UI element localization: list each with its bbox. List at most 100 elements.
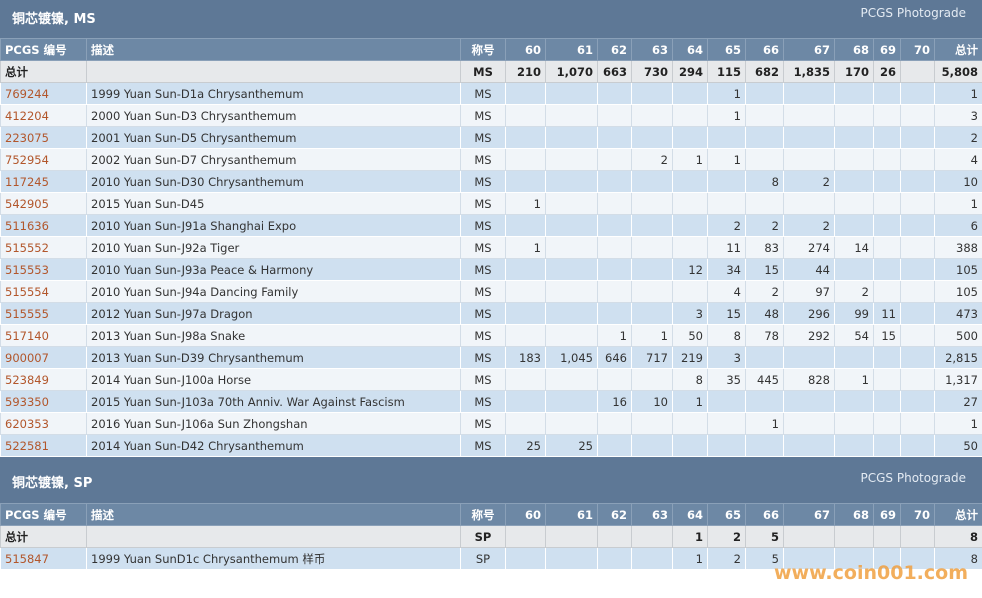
- pcgs-link[interactable]: 511636: [5, 218, 49, 233]
- description: 1999 Yuan SunD1c Chrysanthemum 样币: [86, 547, 461, 570]
- photograde-link[interactable]: PCGS Photograde: [860, 6, 966, 20]
- count: [672, 412, 708, 435]
- pcgs-link[interactable]: 752954: [5, 152, 49, 167]
- cell: 223075: [0, 126, 87, 149]
- pcgs-link[interactable]: 542905: [5, 196, 49, 211]
- data-row: 515847 1999 Yuan SunD1c Chrysanthemum 样币 S…: [0, 547, 982, 570]
- cell: 593350: [0, 390, 87, 413]
- count: [505, 547, 546, 570]
- column-header: 68: [834, 38, 874, 61]
- count: [834, 390, 874, 413]
- pcgs-link[interactable]: 515554: [5, 284, 49, 299]
- count: [707, 390, 746, 413]
- photograde-link[interactable]: PCGS Photograde: [860, 471, 966, 485]
- count: [597, 258, 632, 281]
- count: [597, 434, 632, 457]
- total-count: [834, 525, 874, 548]
- count: 12: [672, 258, 708, 281]
- pcgs-link[interactable]: 593350: [5, 394, 49, 409]
- description: 2010 Yuan Sun-D30 Chrysanthemum: [86, 170, 461, 193]
- pcgs-link[interactable]: 412204: [5, 108, 49, 123]
- count: [900, 148, 935, 171]
- total-count: [900, 60, 935, 83]
- count: [834, 547, 874, 570]
- total-count: [545, 525, 598, 548]
- column-header: PCGS 编号: [0, 38, 87, 61]
- pcgs-link[interactable]: 223075: [5, 130, 49, 145]
- count: [597, 148, 632, 171]
- count: [873, 192, 901, 215]
- column-header: 64: [672, 503, 708, 526]
- cell: 542905: [0, 192, 87, 215]
- data-row: 593350 2015 Yuan Sun-J103a 70th Anniv. Wa…: [0, 390, 982, 413]
- column-header: 66: [745, 38, 784, 61]
- count: [900, 302, 935, 325]
- grade: MS: [460, 434, 506, 457]
- count: [672, 434, 708, 457]
- column-header: 66: [745, 503, 784, 526]
- count: [672, 170, 708, 193]
- row-total: 500: [934, 324, 982, 347]
- pcgs-link[interactable]: 515847: [5, 551, 49, 566]
- count: [834, 258, 874, 281]
- total-row: 总计 SP 1 2 5 8: [0, 525, 982, 548]
- column-header: 60: [505, 503, 546, 526]
- column-header: 63: [631, 503, 673, 526]
- pcgs-link[interactable]: 900007: [5, 350, 49, 365]
- count: 54: [834, 324, 874, 347]
- count: [631, 258, 673, 281]
- total-count: [505, 525, 546, 548]
- pcgs-link[interactable]: 117245: [5, 174, 49, 189]
- row-total: 1: [934, 412, 982, 435]
- count: 296: [783, 302, 835, 325]
- count: [745, 148, 784, 171]
- count: [745, 390, 784, 413]
- pcgs-link[interactable]: 515552: [5, 240, 49, 255]
- column-header: 61: [545, 38, 598, 61]
- count: 1: [672, 547, 708, 570]
- count: [834, 192, 874, 215]
- data-row: 620353 2016 Yuan Sun-J106a Sun Zhongshan M…: [0, 412, 982, 435]
- count: [900, 192, 935, 215]
- count: [545, 236, 598, 259]
- count: 1: [707, 148, 746, 171]
- count: [900, 434, 935, 457]
- pcgs-link[interactable]: 769244: [5, 86, 49, 101]
- count: [873, 412, 901, 435]
- description: 2013 Yuan Sun-D39 Chrysanthemum: [86, 346, 461, 369]
- grade: SP: [460, 547, 506, 570]
- data-row: 515552 2010 Yuan Sun-J92a Tiger MS 1 11 83 274…: [0, 236, 982, 259]
- description: 2010 Yuan Sun-J92a Tiger: [86, 236, 461, 259]
- cell: 515847: [0, 547, 87, 570]
- count: [631, 104, 673, 127]
- count: [631, 434, 673, 457]
- description: 2014 Yuan Sun-J100a Horse: [86, 368, 461, 391]
- total-count: 1,835: [783, 60, 835, 83]
- count: [545, 170, 598, 193]
- pcgs-link[interactable]: 620353: [5, 416, 49, 431]
- count: [545, 390, 598, 413]
- count: 3: [672, 302, 708, 325]
- count: 8: [672, 368, 708, 391]
- count: [505, 82, 546, 105]
- pcgs-link[interactable]: 517140: [5, 328, 49, 343]
- column-header: 称号: [460, 38, 506, 61]
- pcgs-link[interactable]: 515553: [5, 262, 49, 277]
- count: [834, 104, 874, 127]
- count: 1: [707, 82, 746, 105]
- pcgs-link[interactable]: 523849: [5, 372, 49, 387]
- pcgs-link[interactable]: 515555: [5, 306, 49, 321]
- pcgs-link[interactable]: 522581: [5, 438, 49, 453]
- count: 1: [707, 104, 746, 127]
- count: [783, 148, 835, 171]
- data-row: 752954 2002 Yuan Sun-D7 Chrysanthemum MS 2 1…: [0, 148, 982, 171]
- count: [597, 236, 632, 259]
- cell: 522581: [0, 434, 87, 457]
- count: [900, 368, 935, 391]
- count: [900, 324, 935, 347]
- count: [505, 280, 546, 303]
- count: 1,045: [545, 346, 598, 369]
- count: 2: [783, 214, 835, 237]
- total-count: 1,070: [545, 60, 598, 83]
- count: [672, 280, 708, 303]
